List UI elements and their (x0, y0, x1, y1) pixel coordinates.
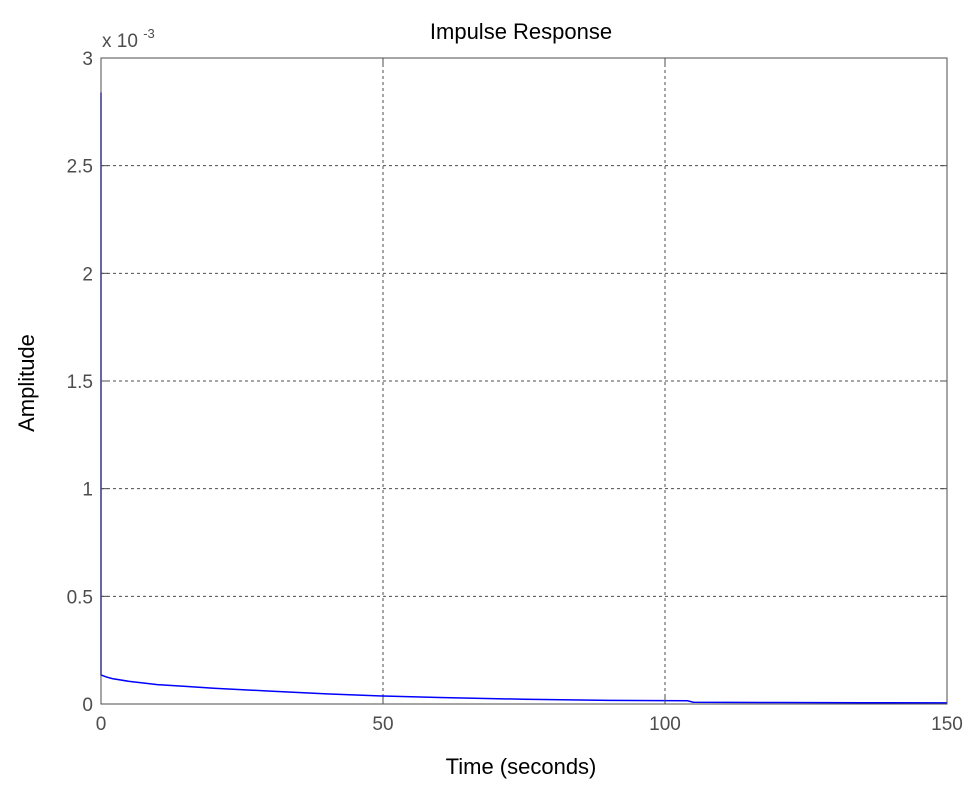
x-tick-label: 100 (649, 714, 681, 735)
x-tick-labels: 0 50 100 150 (96, 714, 963, 735)
y-tick-label: 2 (82, 264, 93, 285)
x-axis-title: Time (seconds) (446, 754, 597, 779)
y-axis-exponent: x 10 -3 (102, 26, 155, 52)
y-tick-label: 1 (82, 480, 93, 501)
y-tick-label: 2.5 (67, 157, 93, 178)
y-tick-label: 0 (82, 695, 93, 716)
y-exponent-base: x 10 (102, 31, 138, 52)
x-tick-label: 50 (372, 714, 393, 735)
y-axis-title: Amplitude (14, 334, 39, 432)
y-exponent-power: -3 (143, 26, 155, 41)
y-tick-label: 3 (82, 49, 93, 70)
y-tick-labels: 0 0.5 1 1.5 2 2.5 3 (67, 49, 93, 716)
x-tick-label: 0 (96, 714, 107, 735)
y-tick-label: 0.5 (67, 587, 93, 608)
x-tick-label: 150 (931, 714, 963, 735)
chart-title: Impulse Response (430, 19, 612, 44)
y-tick-label: 1.5 (67, 372, 93, 393)
